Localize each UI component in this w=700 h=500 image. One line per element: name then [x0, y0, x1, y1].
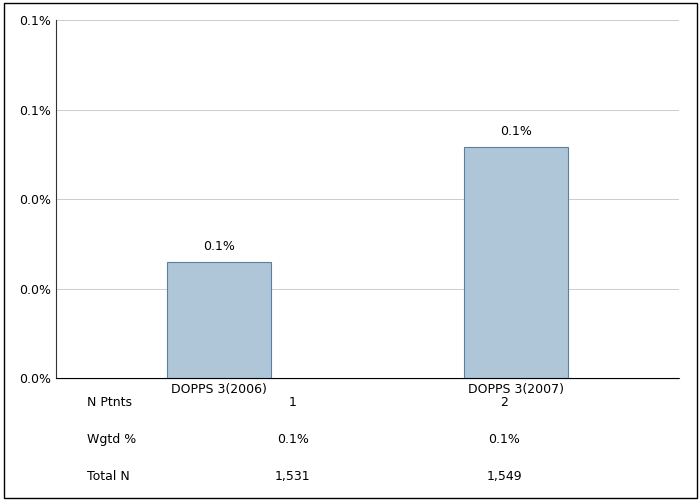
Text: 2: 2	[500, 396, 508, 409]
Text: 1: 1	[289, 396, 297, 409]
Text: 0.1%: 0.1%	[489, 433, 521, 446]
Text: Total N: Total N	[88, 470, 130, 483]
Bar	[464, 147, 568, 378]
Text: Wgtd %: Wgtd %	[88, 433, 136, 446]
Text: 0.1%: 0.1%	[276, 433, 309, 446]
Text: 1,549: 1,549	[486, 470, 522, 483]
Text: N Ptnts: N Ptnts	[88, 396, 132, 409]
Text: 1,531: 1,531	[275, 470, 311, 483]
Text: 0.1%: 0.1%	[203, 240, 235, 253]
Bar	[167, 262, 271, 378]
Text: 0.1%: 0.1%	[500, 125, 532, 138]
